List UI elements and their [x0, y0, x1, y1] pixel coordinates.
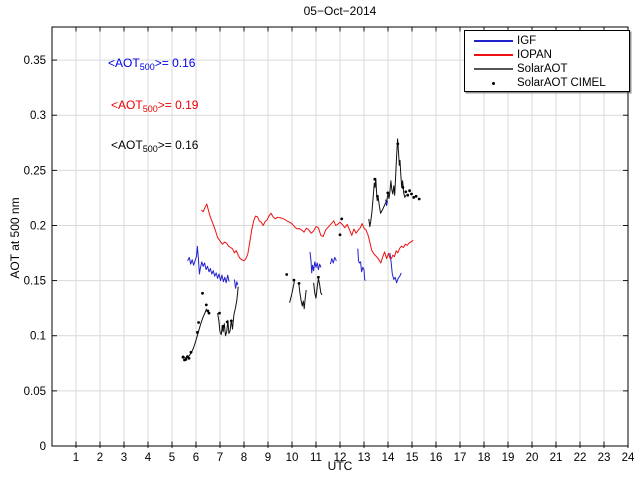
- x-tick-label: 2: [97, 452, 103, 464]
- y-tick-label: 0.3: [30, 110, 46, 122]
- marker-solaraot-cimel: [373, 177, 377, 181]
- marker-solaraot-cimel: [229, 319, 233, 323]
- marker-solaraot-cimel: [376, 194, 379, 198]
- y-tick-label: 0.05: [24, 386, 46, 398]
- legend-label-solaraot-cimel: SolarAOT CIMEL: [517, 77, 606, 89]
- x-tick-label: 12: [334, 452, 347, 464]
- legend-row-iopan: IOPAN: [465, 48, 629, 62]
- y-tick-label: 0.1: [30, 331, 46, 343]
- annotation-igf-mean: <AOT500>= 0.16: [108, 56, 196, 72]
- marker-solaraot-cimel: [417, 197, 421, 201]
- legend-line-sample-iopan: [474, 48, 513, 62]
- marker-solaraot-cimel: [181, 355, 185, 359]
- x-tick-label: 3: [121, 452, 127, 464]
- marker-solaraot-cimel: [187, 356, 191, 360]
- annotation-solaraot-mean: <AOT500>= 0.16: [111, 138, 199, 154]
- legend-label-igf: IGF: [517, 35, 537, 47]
- marker-solaraot-cimel: [204, 303, 208, 307]
- marker-solaraot-cimel: [196, 331, 199, 334]
- marker-solaraot-cimel: [184, 358, 188, 361]
- x-tick-label: 18: [478, 452, 491, 464]
- x-tick-label: 23: [598, 452, 611, 464]
- x-axis-label: UTC: [327, 459, 353, 473]
- x-tick-label: 8: [241, 452, 247, 464]
- y-axis-label: AOT at 500 nm: [8, 197, 22, 279]
- marker-solaraot-cimel: [201, 291, 204, 295]
- x-tick-label: 11: [310, 452, 322, 464]
- marker-solaraot-cimel: [401, 186, 405, 189]
- legend-row-solaraot: SolarAOT: [465, 62, 629, 76]
- x-tick-label: 21: [550, 452, 563, 464]
- x-tick-label: 10: [286, 452, 299, 464]
- marker-solaraot-cimel: [340, 217, 344, 221]
- marker-solaraot-cimel: [189, 350, 193, 354]
- y-tick-label: 0.35: [24, 55, 46, 67]
- y-tick-label: 0.25: [24, 165, 46, 177]
- x-tick-label: 7: [217, 452, 223, 464]
- series-solaraot: [298, 282, 307, 310]
- chart-title: 05−Oct−2014: [303, 4, 377, 18]
- marker-solaraot-cimel: [285, 273, 289, 276]
- series-iopan: [200, 203, 414, 264]
- marker-solaraot-cimel: [404, 190, 408, 194]
- marker-solaraot-cimel: [221, 325, 225, 328]
- marker-solaraot-cimel: [406, 193, 410, 197]
- marker-solaraot-cimel: [414, 194, 418, 198]
- series-igf: [389, 252, 402, 284]
- series-igf: [309, 251, 322, 274]
- marker-solaraot-cimel: [408, 189, 411, 193]
- legend-label-solaraot: SolarAOT: [517, 63, 568, 75]
- x-tick-label: 20: [526, 452, 539, 464]
- legend: IGF IOPAN SolarAOT SolarAOT CIMEL: [464, 30, 630, 92]
- x-tick-label: 15: [406, 452, 419, 464]
- marker-solaraot-cimel: [197, 321, 201, 324]
- legend-row-solaraot-cimel: SolarAOT CIMEL: [465, 76, 629, 90]
- y-tick-label: 0.15: [24, 276, 46, 288]
- marker-solaraot-cimel: [410, 192, 413, 196]
- y-tick-label: 0.2: [30, 220, 46, 232]
- x-tick-label: 24: [622, 452, 635, 464]
- marker-solaraot-cimel: [206, 309, 210, 313]
- legend-row-igf: IGF: [465, 34, 629, 48]
- x-tick-label: 9: [265, 452, 271, 464]
- x-tick-label: 4: [145, 452, 152, 464]
- x-tick-label: 19: [502, 452, 515, 464]
- x-tick-label: 1: [73, 452, 79, 464]
- marker-solaraot-cimel: [338, 233, 342, 237]
- marker-solaraot-cimel: [218, 311, 221, 315]
- x-tick-label: 14: [382, 452, 395, 464]
- series-solaraot: [182, 308, 208, 359]
- legend-line-sample-igf: [474, 34, 513, 48]
- series-igf: [233, 279, 239, 289]
- x-tick-label: 16: [430, 452, 443, 464]
- y-tick-label: 0: [40, 441, 46, 453]
- series-igf: [187, 245, 230, 284]
- annotation-iopan-mean: <AOT500>= 0.19: [111, 98, 199, 114]
- x-tick-label: 5: [169, 452, 175, 464]
- marker-solaraot-cimel: [207, 311, 211, 315]
- marker-solaraot-cimel: [412, 196, 416, 199]
- legend-label-iopan: IOPAN: [517, 49, 552, 61]
- series-solaraot: [313, 277, 323, 299]
- x-tick-label: 13: [358, 452, 371, 464]
- legend-line-sample-solaraot: [474, 62, 513, 76]
- series-igf: [357, 248, 366, 281]
- x-tick-label: 6: [193, 452, 199, 464]
- marker-solaraot-cimel: [297, 282, 301, 285]
- marker-solaraot-cimel: [317, 275, 320, 279]
- legend-dot-sample-solaraot-cimel: [474, 76, 513, 90]
- series-solaraot: [368, 138, 407, 228]
- marker-solaraot-cimel: [292, 278, 296, 282]
- marker-solaraot-cimel: [396, 142, 400, 146]
- series-igf: [329, 256, 337, 265]
- marker-solaraot-cimel: [386, 191, 390, 195]
- x-tick-label: 17: [454, 452, 467, 464]
- series-solaraot: [217, 286, 239, 337]
- marker-solaraot-cimel: [225, 320, 229, 324]
- x-tick-label: 22: [574, 452, 587, 464]
- series-solaraot: [289, 281, 295, 303]
